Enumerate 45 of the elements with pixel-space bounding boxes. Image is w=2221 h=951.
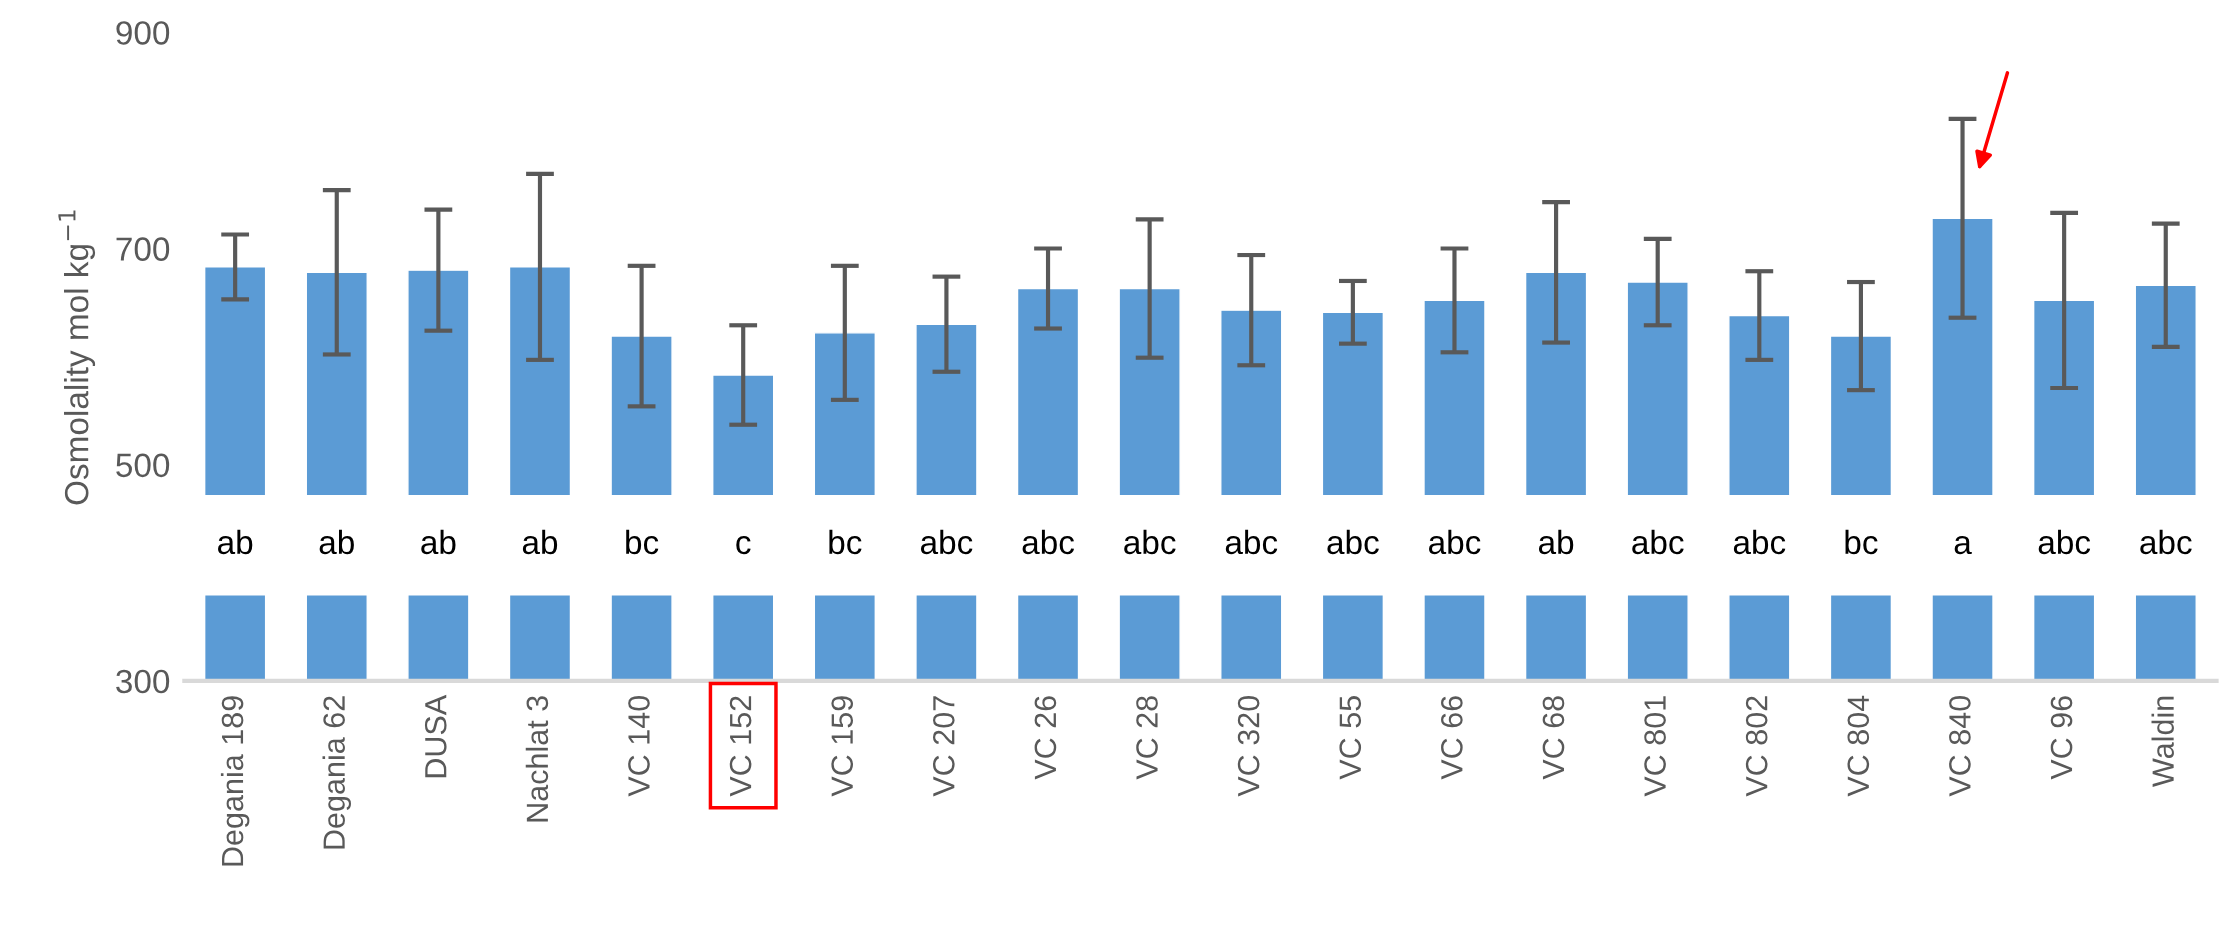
x-tick-label: VC 152 [729,696,752,797]
x-tick-label: Nachlat 3 [525,696,549,822]
annotation: abc [1733,529,1786,555]
annotation: abc [1124,529,1176,555]
x-tick-label: VC 55 [1339,696,1362,780]
annotation: abc [920,529,973,555]
y-tick-label: 300 [116,669,170,694]
annotation: abc [1225,529,1278,555]
x-tick-label: Waldin [2151,696,2174,787]
annotation: bc [626,529,659,555]
annotation: abc [2140,529,2192,555]
annotation: bc [1845,529,1878,555]
x-tick-label: VC 96 [2050,696,2073,780]
x-tick-label: VC 28 [1136,696,1158,780]
annotation: a [1954,535,1972,555]
annotation: c [736,535,751,555]
x-tick-label: DUSA [424,694,447,778]
annotation: abc [2038,529,2091,555]
x-tick-label: VC 140 [628,696,650,797]
x-tick-label: VC 801 [1644,696,1666,797]
annotation: abc [1429,529,1481,555]
annotation: ab [421,529,456,555]
x-tick-label: VC 68 [1542,696,1565,780]
x-tick-label: VC 840 [1949,696,1971,797]
annotation: ab [319,529,354,555]
x-tick-label: VC 804 [1847,695,1870,797]
annotation: ab [1538,529,1574,555]
x-tick-label: VC 320 [1237,696,1260,797]
x-tick-label: VC 802 [1745,696,1768,797]
x-tick-label: VC 207 [932,696,955,797]
y-tick-label: 900 [116,21,170,45]
x-tick-label: Degania 189 [220,696,250,866]
y-tick-label: 500 [116,453,170,478]
annotation: ab [522,529,558,555]
annotation: abc [1327,529,1379,555]
x-tick-label: VC 66 [1441,696,1463,780]
y-axis-title: Osmolality mol kg$^{−1}$ [58,210,96,505]
annotation: abc [1022,529,1075,555]
x-tick-label: VC 26 [1034,696,1057,780]
annotation: abc [1632,529,1684,555]
annotation: bc [829,529,862,555]
x-tick-label: VC 159 [831,696,854,797]
y-tick-label: 700 [116,237,170,261]
annotation: ab [218,529,253,555]
x-tick-label: Degania 62 [322,696,351,849]
